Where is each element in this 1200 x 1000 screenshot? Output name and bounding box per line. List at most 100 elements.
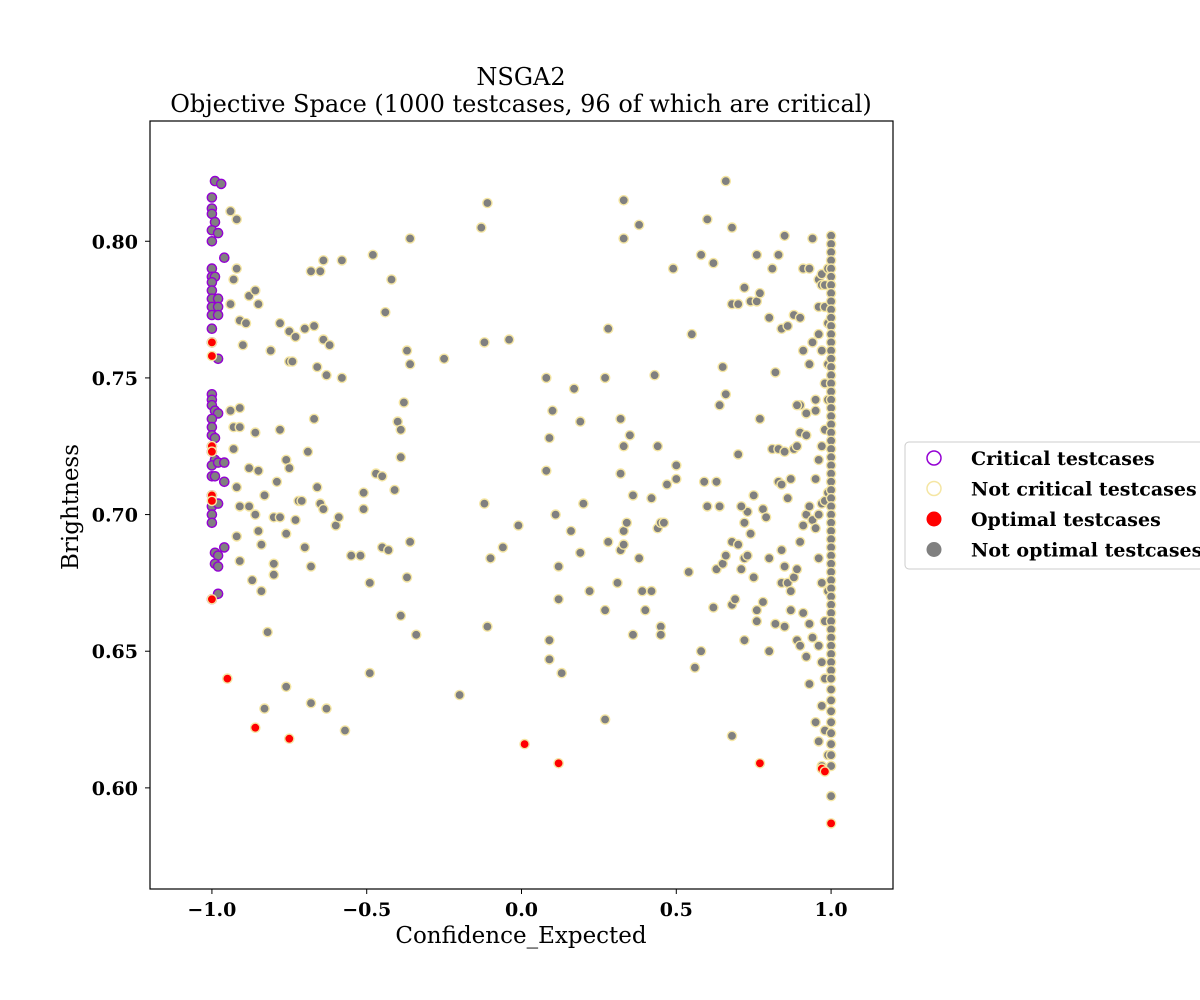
not-critical-point <box>271 476 283 488</box>
not-critical-point <box>544 432 555 444</box>
legend-label: Optimal testcases <box>971 509 1161 531</box>
not-critical-point <box>804 263 815 274</box>
critical-point <box>212 309 224 321</box>
not-critical-point <box>640 604 651 616</box>
not-critical-point <box>807 233 818 244</box>
not-critical-point <box>785 604 797 616</box>
not-critical-point <box>732 449 744 460</box>
not-critical-point <box>726 222 738 233</box>
not-critical-point <box>652 440 664 452</box>
not-critical-point <box>745 528 756 540</box>
not-critical-point <box>618 440 630 452</box>
y-tick-label: 0.75 <box>92 368 138 390</box>
not-critical-point <box>283 462 295 474</box>
not-critical-point <box>225 205 236 217</box>
x-axis-label: Confidence_Expected <box>395 923 647 949</box>
not-critical-point <box>321 369 332 381</box>
optimal-point <box>206 337 218 348</box>
not-critical-point <box>813 454 825 466</box>
not-critical-point <box>318 503 329 515</box>
not-critical-point <box>816 656 828 668</box>
not-critical-point <box>698 476 710 488</box>
not-critical-point <box>742 550 753 561</box>
not-critical-point <box>401 345 413 356</box>
not-critical-point <box>274 512 286 523</box>
not-critical-point <box>234 402 246 414</box>
optimal-point <box>206 495 218 507</box>
not-critical-point <box>825 706 837 717</box>
not-critical-point <box>714 501 725 512</box>
not-critical-point <box>825 695 837 706</box>
not-critical-point <box>807 632 818 643</box>
critical-point <box>212 227 224 239</box>
not-critical-point <box>810 473 821 485</box>
y-tick-label: 0.70 <box>92 505 138 527</box>
not-critical-point <box>336 255 348 266</box>
not-critical-point <box>624 429 636 441</box>
optimal-point <box>222 673 233 684</box>
not-critical-point <box>287 356 298 367</box>
not-critical-point <box>825 727 837 739</box>
not-critical-point <box>602 536 614 548</box>
not-critical-point <box>231 531 242 542</box>
not-critical-point <box>671 460 682 471</box>
not-critical-point <box>785 473 797 485</box>
not-critical-point <box>618 233 630 244</box>
critical-point <box>218 542 230 553</box>
not-critical-point <box>228 443 239 455</box>
not-critical-point <box>268 558 280 570</box>
legend-label: Critical testcases <box>971 448 1155 470</box>
not-critical-point <box>386 274 397 285</box>
not-critical-point <box>479 498 490 509</box>
not-critical-point <box>801 429 812 441</box>
not-critical-point <box>513 520 524 531</box>
not-critical-point <box>395 451 407 463</box>
not-critical-point <box>544 654 555 665</box>
not-critical-point <box>794 312 806 324</box>
not-critical-point <box>739 635 750 646</box>
not-critical-point <box>225 298 236 310</box>
optimal-point <box>825 818 837 829</box>
not-critical-point <box>751 249 763 261</box>
critical-point <box>206 323 218 335</box>
not-critical-point <box>268 569 280 581</box>
not-critical-point <box>249 285 261 296</box>
not-critical-point <box>785 585 797 597</box>
not-critical-point <box>262 626 273 638</box>
not-critical-point <box>813 553 825 564</box>
not-critical-point <box>813 736 825 747</box>
not-critical-point <box>813 640 825 652</box>
not-critical-point <box>658 517 670 529</box>
x-tick-label: −1.0 <box>187 899 236 921</box>
not-critical-point <box>646 585 657 597</box>
critical-point <box>218 457 230 468</box>
not-critical-point <box>695 249 707 261</box>
not-critical-point <box>364 667 376 679</box>
not-critical-point <box>389 484 400 496</box>
y-tick-label: 0.60 <box>92 778 138 800</box>
critical-point <box>206 235 218 247</box>
not-critical-point <box>475 222 487 233</box>
y-axis-label: Brightness <box>58 444 84 570</box>
not-critical-point <box>720 550 732 561</box>
not-critical-point <box>404 233 416 244</box>
not-critical-point <box>671 473 682 485</box>
y-axis-ticks: 0.60 0.65 0.70 0.75 0.80 <box>92 231 150 800</box>
not-critical-point <box>503 334 515 345</box>
not-critical-point <box>813 509 825 520</box>
not-critical-point <box>404 536 416 548</box>
not-critical-point <box>584 585 595 597</box>
not-critical-point <box>736 563 747 575</box>
not-critical-point <box>760 512 772 523</box>
not-critical-point <box>324 339 335 351</box>
chart-subtitle: Objective Space (1000 testcases, 96 of w… <box>170 90 872 118</box>
not-critical-point <box>249 509 261 520</box>
not-critical-point <box>280 681 292 693</box>
not-critical-point <box>395 424 407 436</box>
not-critical-point <box>807 337 818 348</box>
not-critical-point <box>296 495 308 507</box>
x-axis-ticks: −1.0 −0.5 0.0 0.5 1.0 <box>187 889 848 921</box>
not-critical-point <box>321 703 332 714</box>
not-critical-point <box>246 574 258 586</box>
x-tick-label: 0.0 <box>505 899 538 921</box>
